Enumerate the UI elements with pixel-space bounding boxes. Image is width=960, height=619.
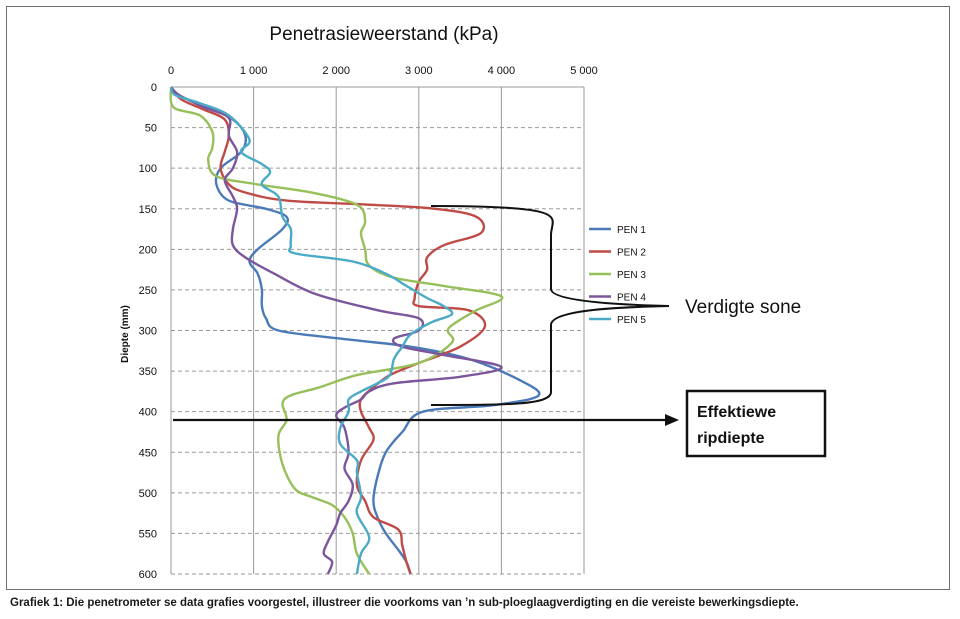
y-tick-label: 350 — [139, 366, 157, 378]
x-tick-label: 2 000 — [322, 65, 350, 77]
figure-caption: Grafiek 1: Die penetrometer se data graf… — [10, 597, 799, 609]
penetration-chart: Penetrasieweerstand (kPa) 0 1 000 2 000 3 0… — [120, 24, 827, 581]
y-tick-label: 300 — [139, 326, 157, 338]
y-tick-label: 0 — [151, 82, 157, 94]
x-tick-label: 4 000 — [488, 65, 516, 77]
series-line-pen-2 — [170, 86, 487, 575]
x-tick-labels: 0 1 000 2 000 3 000 4 000 5 000 — [168, 65, 598, 77]
series-lines — [169, 86, 541, 575]
y-tick-label: 450 — [139, 447, 157, 459]
ripping-depth-box — [685, 389, 827, 458]
series-line-pen-1 — [169, 86, 541, 575]
x-tick-label: 3 000 — [405, 65, 433, 77]
ripping-depth-label-line2: ripdiepte — [697, 430, 765, 447]
y-tick-label: 250 — [139, 285, 157, 297]
y-axis-label: Diepte (mm) — [120, 305, 131, 363]
compacted-zone-bracket — [430, 205, 670, 406]
legend-label: PEN 3 — [617, 270, 646, 281]
series-line-pen-3 — [169, 86, 504, 575]
y-tick-label: 150 — [139, 204, 157, 216]
figure-frame: Penetrasieweerstand (kPa) 0 1 000 2 000 3 0… — [6, 6, 950, 590]
legend-label: PEN 1 — [617, 225, 646, 236]
arrow-head-icon — [665, 414, 679, 426]
series-line-pen-5 — [169, 86, 454, 575]
y-tick-label: 100 — [139, 163, 157, 175]
y-tick-label: 550 — [139, 528, 157, 540]
y-tick-label: 200 — [139, 244, 157, 256]
legend-label: PEN 2 — [617, 248, 646, 259]
legend-label: PEN 4 — [617, 293, 646, 304]
annotations: Verdigte sone Effektiewe ripdiepte — [173, 205, 827, 458]
y-tick-label: 400 — [139, 407, 157, 419]
x-tick-label: 1 000 — [240, 65, 268, 77]
compacted-zone-label: Verdigte sone — [685, 297, 801, 318]
y-tick-labels: 0 50 100 150 200 250 300 350 400 450 500 550 600 — [139, 82, 157, 581]
x-tick-label: 0 — [168, 65, 174, 77]
y-tick-label: 50 — [145, 123, 157, 135]
x-tick-label: 5 000 — [570, 65, 598, 77]
y-tick-label: 600 — [139, 569, 157, 581]
legend: PEN 1 PEN 2 PEN 3 PEN 4 PEN 5 — [589, 225, 646, 326]
y-tick-label: 500 — [139, 488, 157, 500]
ripping-depth-label-line1: Effektiewe — [697, 404, 776, 421]
chart-title: Penetrasieweerstand (kPa) — [269, 24, 498, 45]
legend-label: PEN 5 — [617, 315, 646, 326]
